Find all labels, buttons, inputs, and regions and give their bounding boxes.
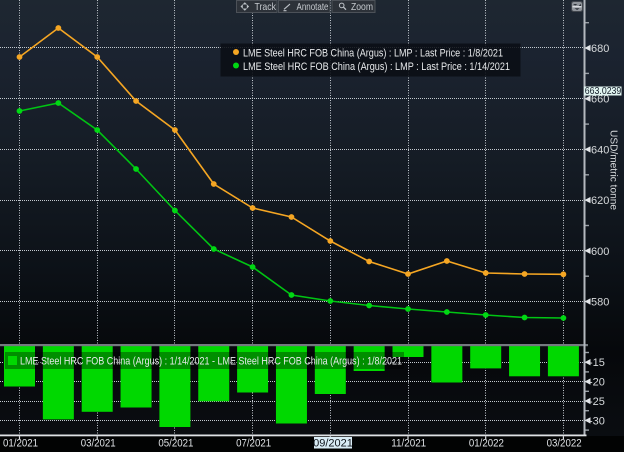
svg-text:Annotate: Annotate <box>297 1 329 13</box>
svg-text:03/2022: 03/2022 <box>547 437 582 449</box>
svg-text:-25: -25 <box>589 396 605 408</box>
svg-text:Track: Track <box>255 1 277 13</box>
svg-text:05/2021: 05/2021 <box>158 437 193 449</box>
svg-text:-20: -20 <box>589 377 605 389</box>
svg-text:LME Steel HRC FOB China (Argus: LME Steel HRC FOB China (Argus) : LMP : … <box>243 48 503 60</box>
svg-text:660: 660 <box>591 94 609 106</box>
svg-text:09/2021: 09/2021 <box>313 437 353 449</box>
svg-text:LME Steel HRC FOB China (Argus: LME Steel HRC FOB China (Argus) : LMP : … <box>243 61 510 73</box>
svg-text:-15: -15 <box>589 357 605 369</box>
svg-text:620: 620 <box>591 195 609 207</box>
svg-text:03/2021: 03/2021 <box>81 437 116 449</box>
svg-text:LME Steel HRC FOB China (Argus: LME Steel HRC FOB China (Argus) : 1/14/2… <box>20 356 402 368</box>
svg-text:07/2021: 07/2021 <box>236 437 271 449</box>
svg-text:-30: -30 <box>589 415 605 427</box>
svg-text:580: 580 <box>591 297 609 309</box>
svg-text:Zoom: Zoom <box>351 1 373 13</box>
svg-text:USD/metric tonne: USD/metric tonne <box>608 130 620 210</box>
svg-text:640: 640 <box>591 144 609 156</box>
svg-text:01/2021: 01/2021 <box>3 437 38 449</box>
svg-text:11/2021: 11/2021 <box>391 437 426 449</box>
svg-text:680: 680 <box>591 43 609 55</box>
svg-text:663.0239: 663.0239 <box>585 86 622 97</box>
svg-text:01/2022: 01/2022 <box>469 437 504 449</box>
svg-text:600: 600 <box>591 246 609 258</box>
